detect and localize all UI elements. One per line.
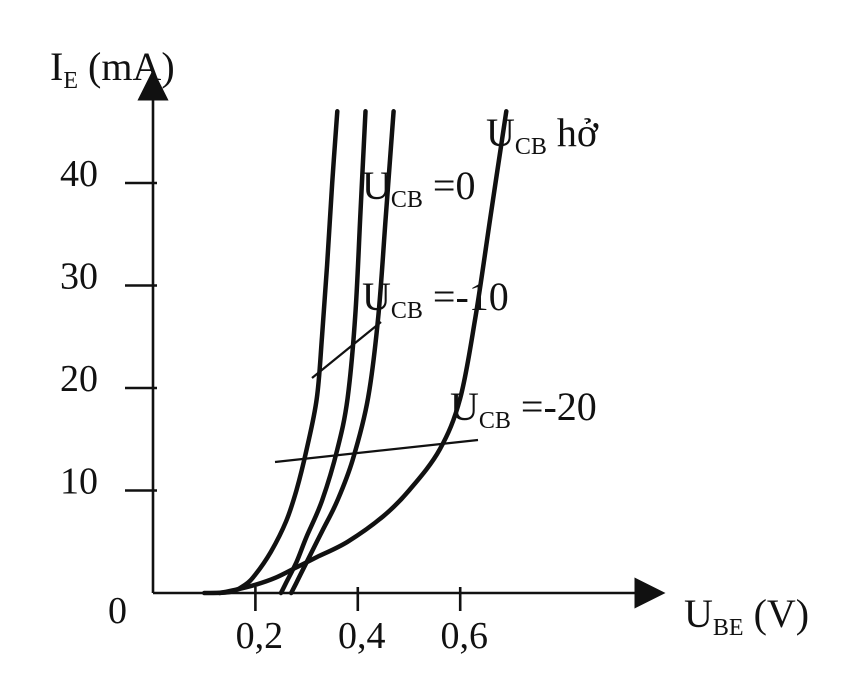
y-tick-label-0: 0 (108, 590, 127, 632)
y-axis-label-unit: (mA) (78, 44, 175, 89)
series-label-ucb-m10-sub: CB (391, 298, 423, 324)
x-axis-label: UBE (V) (684, 591, 809, 641)
series-label-ucb-0-rest: =0 (423, 163, 476, 208)
y-axis-ticks: 0 10 20 30 40 (60, 153, 157, 632)
series-label-ucb-m10-main: U (362, 274, 391, 319)
series-label-ucb-ho-sub: CB (515, 134, 547, 160)
y-axis-label-main: I (50, 44, 63, 89)
series-label-ucb-ho-main: U (486, 110, 515, 155)
curve-ucb-m20 (201, 109, 340, 596)
leader-line-ucb-m10 (311, 321, 382, 379)
series-label-ucb-ho: UCB hở (486, 110, 599, 160)
y-axis-label: IE (mA) (50, 44, 175, 94)
x-tick-label-1: 0,4 (338, 615, 386, 657)
series-label-ucb-ho-rest: hở (547, 110, 599, 155)
series-label-ucb-m20-rest: =-20 (511, 384, 597, 429)
x-axis-label-unit: (V) (744, 591, 810, 636)
series-label-ucb-0-main: U (362, 163, 391, 208)
y-axis-label-sub: E (63, 68, 78, 94)
y-tick-label-30: 30 (60, 256, 98, 298)
y-tick-label-40: 40 (60, 153, 98, 195)
series-label-ucb-m10-rest: =-10 (423, 274, 509, 319)
series-label-ucb-0: UCB =0 (362, 163, 475, 213)
x-tick-label-0: 0,2 (236, 615, 284, 657)
curve-ucb-0 (288, 109, 396, 596)
curve-ucb-m10 (278, 109, 368, 596)
curve-ucb-ho (217, 109, 509, 596)
x-axis-ticks: 0,2 0,4 0,6 (236, 587, 488, 657)
series-curves (201, 109, 509, 596)
series-label-ucb-m20-sub: CB (479, 408, 511, 434)
y-tick-label-20: 20 (60, 358, 98, 400)
series-label-ucb-0-sub: CB (391, 187, 423, 213)
series-label-ucb-m20-main: U (450, 384, 479, 429)
series-label-ucb-m20: UCB =-20 (450, 384, 597, 434)
x-axis-label-main: U (684, 591, 713, 636)
x-axis-label-sub: BE (713, 615, 744, 641)
leader-line-ucb-m20 (274, 438, 479, 464)
series-label-ucb-m10: UCB =-10 (362, 274, 509, 324)
x-tick-label-2: 0,6 (440, 615, 488, 657)
y-tick-label-10: 10 (60, 461, 98, 503)
